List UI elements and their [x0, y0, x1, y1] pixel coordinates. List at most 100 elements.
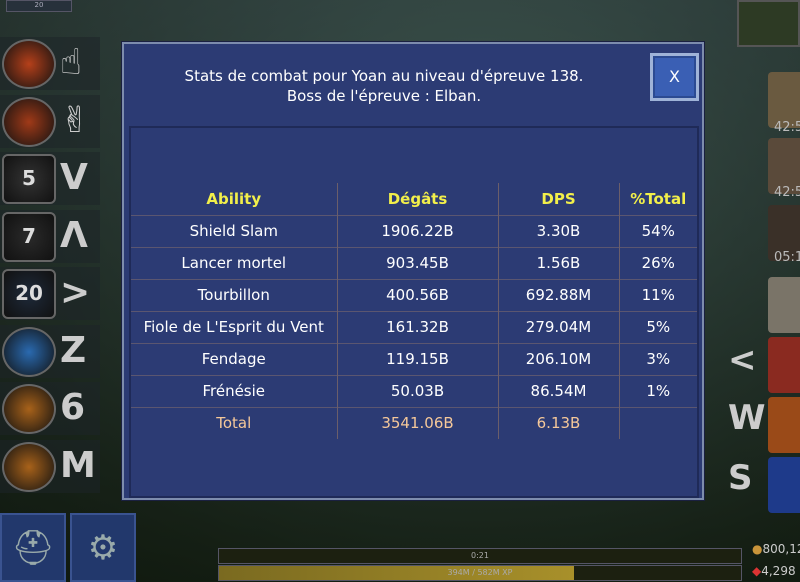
top-slot-count: 20 [6, 0, 72, 12]
scroll-slot[interactable] [768, 277, 800, 333]
table-row: Frénésie 50.03B 86.54M 1% [131, 374, 697, 407]
ability-slot[interactable]: ✌ [0, 94, 100, 148]
fire-charge-icon [2, 96, 56, 147]
ability-slot[interactable]: ☝ [0, 37, 100, 90]
xp-text: 394M / 582M XP [447, 568, 513, 577]
cell-dps: 86.54M [497, 374, 619, 407]
buff-timer: 42:5 [774, 120, 800, 135]
gear-icon: ⚙ [87, 528, 119, 568]
cell-ability: Fiole de L'Esprit du Vent [131, 310, 337, 343]
cell-ability: Fendage [131, 342, 337, 375]
combat-stats-dialog: Stats de combat pour Yoan au niveau d'ép… [122, 42, 704, 500]
stats-panel: Ability Dégâts DPS %Total Shield Slam 190… [129, 126, 699, 498]
cell-dps: 3.30B [497, 214, 619, 247]
cast-timer: 0:21 [471, 551, 489, 560]
table-row: Shield Slam 1906.22B 3.30B 54% [131, 214, 697, 247]
title-line-1: Stats de combat pour Yoan au niveau d'ép… [184, 67, 584, 85]
potion-key: < [728, 340, 757, 380]
cell-percent: 54% [618, 214, 697, 247]
cell-damage: 50.03B [336, 374, 498, 407]
xp-fill [219, 566, 574, 580]
stats-table: Ability Dégâts DPS %Total Shield Slam 190… [131, 183, 697, 439]
cooldown-count: 5 [22, 166, 36, 190]
cell-damage: 1906.22B [336, 214, 498, 247]
cell-percent: 1% [618, 374, 697, 407]
portal-slot[interactable] [768, 457, 800, 513]
table-row: Fiole de L'Esprit du Vent 161.32B 279.04M 5… [131, 310, 697, 343]
gesture-key: ✌ [60, 99, 91, 141]
cell-ability: Frénésie [131, 374, 337, 407]
ability-slot[interactable]: Z [0, 324, 100, 378]
col-ability: Ability [206, 189, 262, 208]
cell-percent: 3% [618, 342, 697, 375]
gold-amount: ●800,12 [752, 542, 800, 556]
shield-charge-icon [2, 384, 56, 434]
cell-damage: 903.45B [336, 246, 498, 279]
table-row: Lancer mortel 903.45B 1.56B 26% [131, 246, 697, 279]
gem-value: 4,298 [761, 564, 796, 578]
spin-blade-icon [2, 154, 56, 204]
potion2-slot[interactable] [768, 397, 800, 453]
gesture-key: Z [60, 329, 87, 371]
cell-percent [618, 406, 697, 439]
table-row: Total 3541.06B 6.13B [131, 406, 697, 439]
fire-slash-icon [2, 39, 56, 89]
col-dps: DPS [497, 183, 619, 215]
portal-key: S [728, 458, 753, 498]
gesture-key: 6 [60, 387, 86, 428]
dialog-title: Stats de combat pour Yoan au niveau d'ép… [124, 66, 644, 106]
gesture-key: ☝ [60, 42, 82, 83]
cell-percent: 26% [618, 246, 697, 279]
cell-percent: 11% [618, 278, 697, 311]
buff-timer: 42:5 [774, 185, 800, 200]
gem-amount: ◆4,298 [752, 564, 796, 578]
cast-bar: 0:21 [218, 548, 742, 564]
roar-icon [2, 211, 56, 262]
gem-icon: ◆ [752, 564, 762, 578]
cell-damage: 400.56B [336, 278, 498, 311]
cell-dps: 206.10M [497, 342, 619, 375]
cell-damage: 161.32B [336, 310, 498, 343]
settings-button[interactable]: ⚙ [70, 513, 136, 582]
title-line-2: Boss de l'épreuve : Elban. [286, 87, 482, 105]
buff-flask-icon [768, 72, 800, 128]
cooldown-count: 20 [15, 281, 43, 305]
table-row: Fendage 119.15B 206.10M 3% [131, 342, 697, 375]
close-button[interactable]: X [650, 53, 699, 101]
minimap[interactable] [737, 0, 800, 47]
cell-ability: Shield Slam [131, 214, 337, 247]
cell-dps: 692.88M [497, 278, 619, 311]
cell-damage: 119.15B [336, 342, 498, 375]
potion2-key: W [728, 398, 766, 438]
ability-slot[interactable]: 20 > [0, 267, 100, 320]
gesture-key: M [60, 444, 96, 486]
buff-bowl-icon [768, 138, 800, 194]
ability-slot[interactable]: 6 [0, 382, 100, 435]
ability-slot[interactable]: M [0, 439, 100, 493]
cell-dps: 1.56B [497, 246, 619, 279]
cell-damage: 3541.06B [336, 406, 498, 439]
xp-bar: 394M / 582M XP [218, 565, 742, 581]
gesture-key: V [60, 157, 88, 198]
cell-ability: Lancer mortel [131, 246, 337, 279]
cell-percent: 5% [618, 310, 697, 343]
potion-slot[interactable] [768, 337, 800, 393]
table-row: Tourbillon 400.56B 692.88M 11% [131, 278, 697, 311]
cell-dps: 6.13B [497, 406, 619, 439]
helmet-button[interactable]: ⛑ [0, 513, 66, 582]
helmet-icon: ⛑ [11, 528, 55, 568]
table-header: Ability Dégâts DPS %Total [131, 183, 697, 215]
coin-icon: ● [752, 542, 763, 556]
col-damage: Dégâts [336, 183, 498, 215]
buff-pot-icon [768, 205, 800, 261]
cooldown-count: 7 [22, 223, 36, 248]
gesture-key: Λ [60, 214, 88, 256]
cell-ability: Total [131, 406, 337, 439]
whirlwind-icon [2, 326, 56, 377]
gesture-key: > [60, 272, 91, 313]
aura-icon [2, 269, 56, 319]
col-percent: %Total [618, 183, 697, 215]
cell-dps: 279.04M [497, 310, 619, 343]
